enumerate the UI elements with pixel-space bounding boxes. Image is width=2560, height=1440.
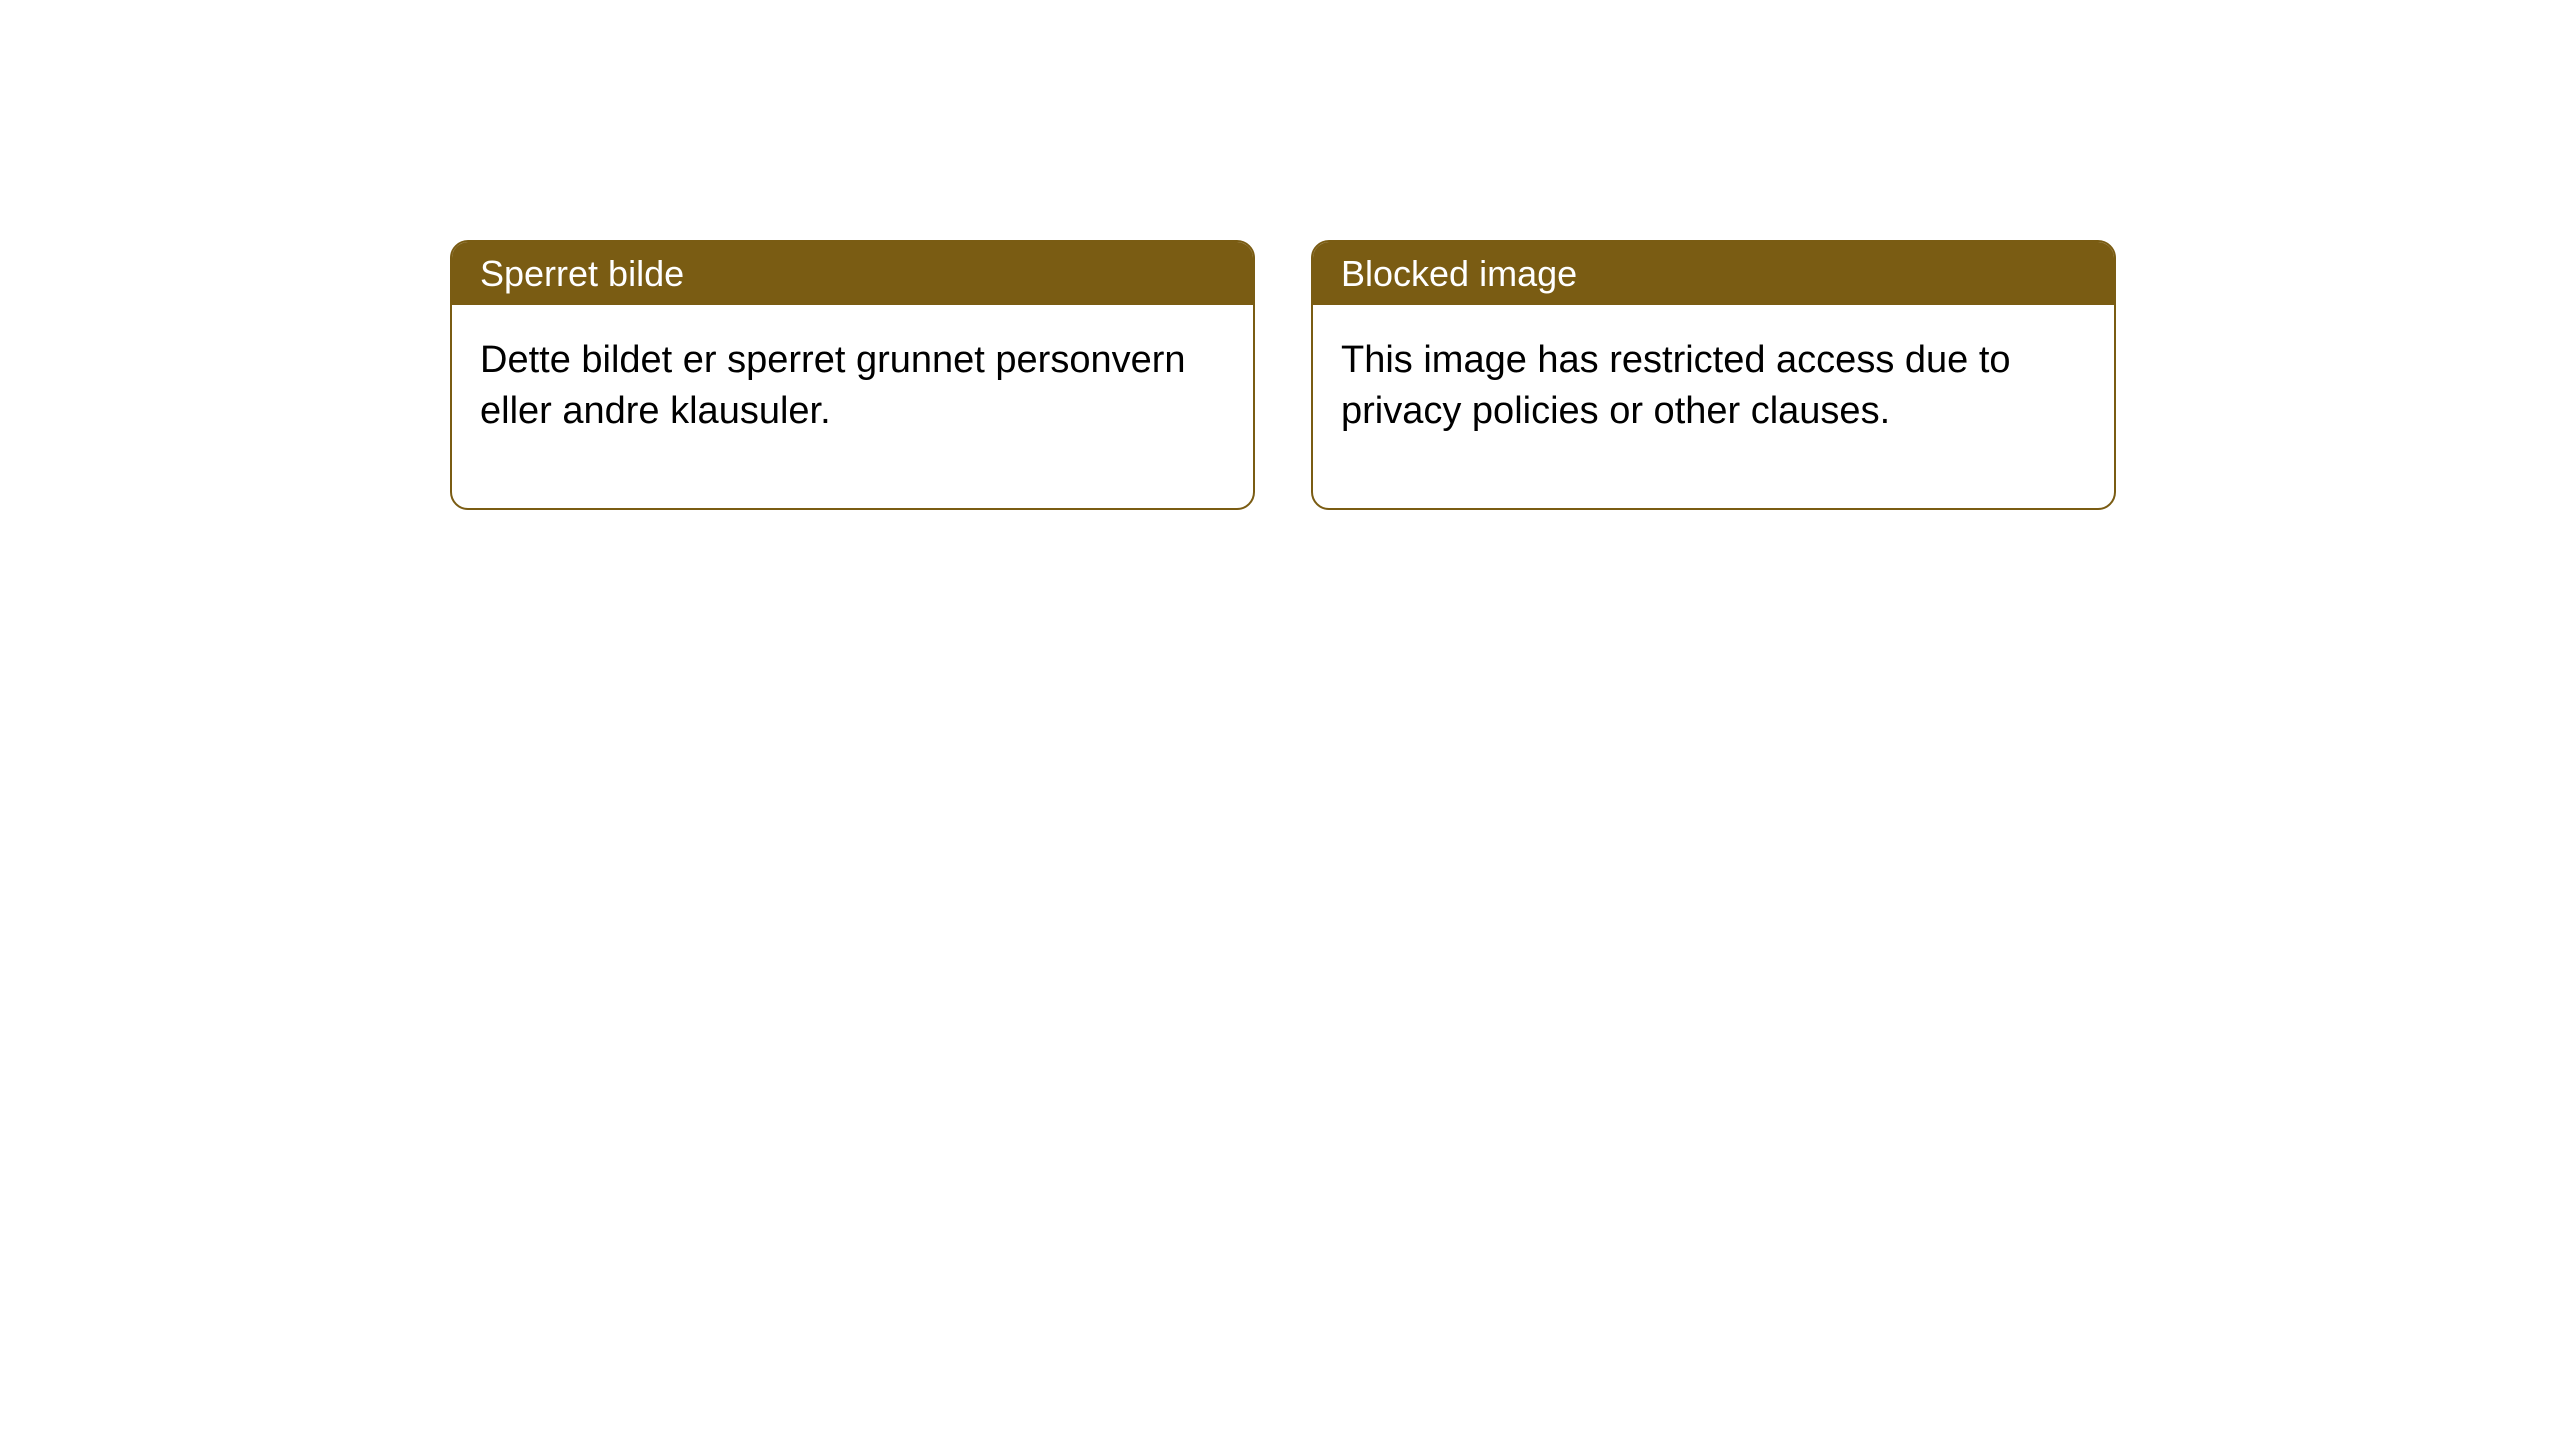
blocked-image-cards: Sperret bilde Dette bildet er sperret gr…: [450, 240, 2116, 510]
card-body-text: Dette bildet er sperret grunnet personve…: [480, 339, 1186, 432]
card-body-text: This image has restricted access due to …: [1341, 339, 2011, 432]
card-body: This image has restricted access due to …: [1313, 305, 2114, 508]
blocked-image-card-en: Blocked image This image has restricted …: [1311, 240, 2116, 510]
card-title: Blocked image: [1341, 253, 1577, 294]
card-body: Dette bildet er sperret grunnet personve…: [452, 305, 1253, 508]
card-title: Sperret bilde: [480, 253, 684, 294]
card-header: Blocked image: [1313, 242, 2114, 305]
blocked-image-card-no: Sperret bilde Dette bildet er sperret gr…: [450, 240, 1255, 510]
card-header: Sperret bilde: [452, 242, 1253, 305]
